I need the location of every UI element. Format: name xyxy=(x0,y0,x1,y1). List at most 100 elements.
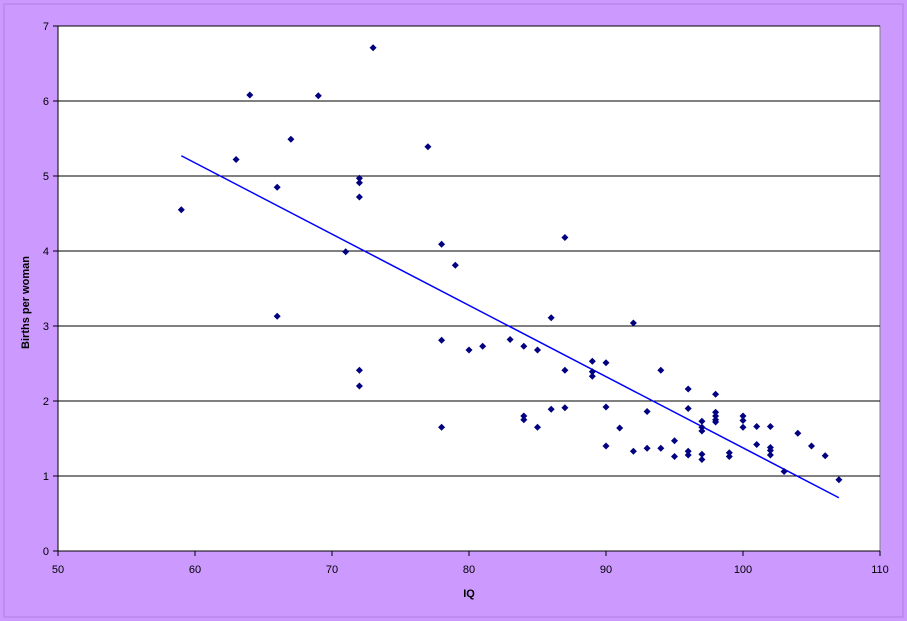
y-tick-label: 2 xyxy=(43,396,49,408)
data-point xyxy=(602,442,610,450)
data-point xyxy=(465,346,473,354)
data-point xyxy=(355,366,363,374)
data-point xyxy=(821,452,829,460)
data-point xyxy=(725,453,733,460)
data-point xyxy=(698,456,706,463)
y-axis-ticks: 0 1 2 3 4 5 6 7 xyxy=(43,21,58,558)
data-point xyxy=(588,372,596,380)
data-point xyxy=(342,248,350,256)
data-point xyxy=(671,453,678,460)
data-point xyxy=(602,359,610,367)
y-axis-title: Births per woman xyxy=(20,256,32,349)
data-point xyxy=(314,92,322,100)
data-point xyxy=(602,403,610,411)
trendline xyxy=(180,155,840,499)
data-point xyxy=(657,444,665,452)
data-point xyxy=(246,91,254,99)
data-point xyxy=(561,404,569,412)
data-point xyxy=(712,390,720,398)
data-point xyxy=(684,405,692,412)
y-tick-label: 7 xyxy=(43,21,49,33)
data-point xyxy=(588,368,596,376)
data-point xyxy=(520,342,528,350)
data-point xyxy=(438,240,446,248)
data-point xyxy=(739,417,747,424)
plot-area xyxy=(57,25,881,552)
data-point xyxy=(520,412,528,420)
data-point xyxy=(273,312,281,320)
y-tick-label: 3 xyxy=(43,321,49,333)
x-tick-label: 60 xyxy=(189,564,201,576)
data-point xyxy=(753,441,761,448)
data-point xyxy=(561,366,569,374)
data-point xyxy=(355,174,363,182)
data-point xyxy=(287,135,295,143)
data-point xyxy=(355,382,363,390)
data-point xyxy=(698,427,706,435)
data-point xyxy=(671,437,678,445)
data-point xyxy=(232,156,240,163)
chart-area-frame xyxy=(3,3,904,618)
x-tick-label: 80 xyxy=(463,564,475,576)
data-point xyxy=(725,449,733,457)
data-point xyxy=(355,193,363,201)
data-point xyxy=(520,416,528,424)
data-point xyxy=(835,476,843,484)
y-tick-label: 5 xyxy=(43,171,49,183)
data-point xyxy=(534,423,541,431)
data-point xyxy=(698,417,706,425)
x-tick-label: 50 xyxy=(52,564,64,576)
data-point xyxy=(808,442,815,450)
data-point xyxy=(698,423,706,431)
data-point xyxy=(684,451,692,459)
data-point xyxy=(657,366,665,374)
data-point xyxy=(438,423,446,431)
data-point xyxy=(177,206,185,214)
data-point xyxy=(712,408,720,416)
data-point xyxy=(698,450,706,458)
data-point xyxy=(766,423,774,430)
data-point xyxy=(629,319,637,327)
y-tick-label: 1 xyxy=(43,471,49,483)
data-point xyxy=(451,261,459,269)
data-point xyxy=(643,408,651,415)
data-point xyxy=(766,447,774,454)
data-point xyxy=(424,143,432,151)
data-point xyxy=(273,183,281,191)
data-point xyxy=(712,412,720,420)
y-tick-label: 4 xyxy=(43,246,49,258)
data-point xyxy=(739,423,747,431)
data-point xyxy=(506,336,514,343)
x-axis-ticks: 50 60 70 80 90 100 110 xyxy=(52,551,889,576)
data-point xyxy=(766,451,774,459)
data-point xyxy=(534,346,541,354)
data-point xyxy=(588,357,596,365)
data-points xyxy=(177,44,843,484)
data-point xyxy=(684,385,692,393)
data-point xyxy=(643,444,651,452)
data-point xyxy=(629,447,637,455)
data-point xyxy=(369,44,377,52)
data-point xyxy=(712,418,720,426)
data-point xyxy=(780,468,788,475)
x-tick-label: 110 xyxy=(871,564,889,576)
data-point xyxy=(479,342,487,350)
data-point xyxy=(561,234,569,241)
data-point xyxy=(739,412,747,420)
data-point xyxy=(753,423,761,430)
data-point xyxy=(684,447,692,455)
data-point xyxy=(355,179,363,187)
y-tick-label: 0 xyxy=(43,546,49,558)
y-tick-label: 6 xyxy=(43,96,49,108)
x-axis-title: IQ xyxy=(463,588,475,600)
gridlines xyxy=(58,25,880,477)
x-tick-label: 100 xyxy=(734,564,752,576)
x-tick-label: 70 xyxy=(326,564,338,576)
data-point xyxy=(616,424,624,432)
data-point xyxy=(794,429,802,437)
data-point xyxy=(547,314,555,322)
data-point xyxy=(438,336,446,344)
data-point xyxy=(547,405,555,413)
